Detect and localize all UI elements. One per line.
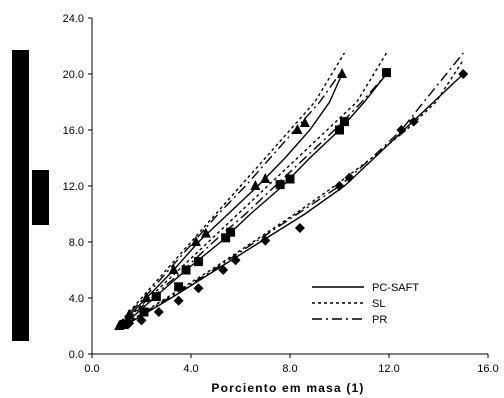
diamond-marker [230,255,241,266]
diamond-marker [396,125,407,135]
series-line-pr-1 [116,73,341,327]
series-line-pc-saft-3 [128,73,464,324]
series-line-pr-3 [126,52,464,324]
square-marker [226,227,236,237]
diamond-marker [193,283,204,294]
y-tick-label: 4.0 [69,293,84,305]
series-line-pr-2 [121,73,388,326]
square-marker [275,180,285,190]
marker-layer [114,68,469,330]
x-tick-label: 4.0 [183,363,198,375]
legend: PC-SAFT SL PR [312,282,419,326]
triangle-marker [250,180,261,190]
diamond-marker [136,315,147,326]
triangle-marker [260,173,271,183]
diamond-marker [458,69,469,79]
square-marker [382,68,392,78]
square-marker [285,174,295,184]
legend-label-pc-saft: PC-SAFT [372,282,419,294]
series-line-sl-3 [126,59,464,324]
square-marker [139,307,149,317]
square-marker [221,233,231,243]
axes: 0.0 4.0 8.0 12.0 16.0 20.0 24.0 0.0 4.0 8.0 12.0 16… [63,13,499,375]
side-bar-small [32,170,49,225]
y-tick-label: 12.0 [63,181,84,193]
series-line-pc-saft-1 [118,73,343,327]
triangle-marker [168,264,179,274]
square-marker [339,117,349,127]
x-tick-label: 0.0 [84,363,99,375]
triangle-marker [299,117,310,127]
series-line-sl-2 [121,52,388,326]
square-marker [335,125,344,135]
x-tick-label: 8.0 [282,363,297,375]
diamond-marker [294,223,305,233]
square-marker [119,320,129,330]
triangle-marker [124,308,135,319]
y-tick-label: 8.0 [69,237,84,249]
diamond-marker [408,116,419,127]
triangle-marker [292,124,303,134]
series-line-sl-1 [116,52,345,327]
diamond-marker [334,181,345,191]
square-marker [151,292,161,302]
x-tick-label: 16.0 [477,363,498,375]
diamond-marker [153,307,164,317]
side-bar-large [12,50,29,341]
square-marker [181,265,191,275]
square-marker [174,282,184,292]
y-tick-label: 0.0 [69,349,84,361]
x-axis-title: Porciento em masa (1) [211,381,364,395]
diamond-marker [124,318,135,329]
y-tick-label: 16.0 [63,125,84,137]
legend-label-sl: SL [372,298,385,310]
diamond-marker [218,265,229,275]
y-tick-label: 20.0 [63,69,84,81]
triangle-marker [190,236,201,246]
diamond-marker [344,172,355,183]
x-tick-label: 12.0 [378,363,399,375]
square-marker [193,257,203,267]
triangle-marker [336,68,347,78]
legend-label-pr: PR [372,314,387,326]
series-layer [116,52,464,327]
diamond-marker [260,235,271,246]
series-line-pc-saft-2 [123,73,388,326]
y-tick-label: 24.0 [63,13,84,25]
triangle-marker [200,227,211,238]
diamond-marker [173,295,184,306]
triangle-marker [141,292,152,302]
